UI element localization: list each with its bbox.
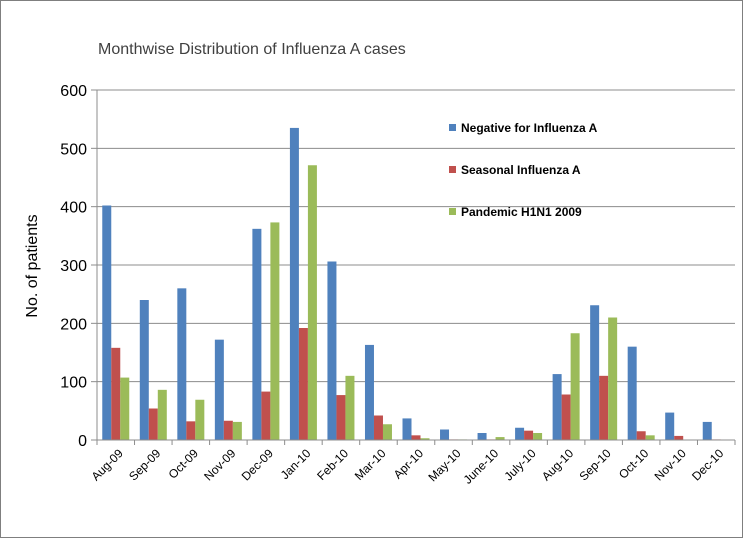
bar-1 [327, 261, 337, 440]
bar-3 [382, 424, 392, 440]
bar-2 [373, 415, 383, 440]
bar-2 [261, 391, 271, 440]
bar-1 [177, 288, 187, 440]
bar-1 [440, 429, 450, 440]
x-tick-label: Aug-09 [89, 446, 126, 483]
legend-label-2: Seasonal Influenza A [461, 163, 581, 177]
y-tick-label: 100 [60, 375, 87, 392]
bar-3 [495, 437, 505, 440]
bar-3 [345, 375, 355, 440]
bar-3 [420, 438, 430, 440]
bar-2 [524, 430, 534, 440]
legend-label-3: Pandemic H1N1 2009 [461, 205, 582, 219]
x-tick-label: Dec-09 [239, 446, 276, 483]
bar-1 [515, 427, 525, 440]
x-tick-label: Oct-09 [166, 446, 202, 482]
bar-1 [590, 305, 600, 440]
x-tick-label: Nov-09 [201, 446, 238, 483]
bar-2 [186, 421, 196, 440]
bar-3 [645, 435, 655, 440]
bar-2 [636, 431, 646, 440]
x-tick-label: Sep-10 [577, 446, 614, 483]
x-tick-labels: Aug-09 Sep-09 Oct-09 Nov-09 Dec-09 Jan-10 Feb-… [89, 446, 727, 487]
bar-3 [570, 333, 580, 440]
bar-2 [148, 408, 158, 440]
bars [102, 127, 721, 441]
x-tick-label: July-10 [501, 446, 538, 483]
bar-3 [195, 399, 205, 440]
x-tick-label: Mar-10 [352, 446, 389, 483]
bar-1 [552, 374, 562, 440]
legend-swatch-1 [449, 124, 456, 131]
x-tick-label: Dec-10 [689, 446, 726, 483]
x-tick-label: June-10 [461, 446, 502, 487]
bar-1 [102, 205, 112, 440]
y-tick-label: 600 [60, 83, 87, 100]
bar-3 [232, 421, 242, 440]
y-axis-label: No. of patients [24, 214, 41, 317]
x-tick-label: May-10 [425, 446, 463, 484]
legend-swatch-3 [449, 208, 456, 215]
x-tick-label: Aug-10 [539, 446, 576, 483]
bar-2 [336, 395, 346, 440]
x-tick-label: Feb-10 [314, 446, 351, 483]
bar-2 [674, 435, 684, 440]
legend-swatch-2 [449, 166, 456, 173]
bar-3 [120, 377, 130, 440]
x-tick-label: Oct-10 [616, 446, 652, 482]
y-tick-label: 300 [60, 258, 87, 275]
chart-title: Monthwise Distribution of Influenza A ca… [98, 41, 406, 58]
y-tick-label: 400 [60, 200, 87, 217]
bar-1 [665, 412, 675, 440]
bar-1 [139, 300, 149, 440]
bar-2 [411, 435, 421, 440]
bar-1 [477, 433, 487, 440]
legend: Negative for Influenza A Seasonal Influen… [449, 121, 598, 219]
x-tick-label: Apr-10 [391, 446, 427, 482]
bar-1 [402, 418, 412, 440]
bar-1 [364, 344, 374, 440]
y-tick-label: 200 [60, 316, 87, 333]
y-tick-label: 500 [60, 141, 87, 158]
x-tick-label: Jan-10 [278, 446, 314, 482]
axes [96, 90, 736, 445]
bar-1 [289, 127, 299, 441]
gridlines [91, 89, 735, 441]
bar-3 [608, 317, 618, 440]
bar-1 [702, 421, 712, 440]
bar-3 [270, 222, 280, 440]
bar-1 [214, 339, 224, 440]
bar-2 [561, 394, 571, 440]
legend-label-1: Negative for Influenza A [461, 121, 598, 135]
x-tick-label: Sep-09 [126, 446, 163, 483]
bar-3 [533, 433, 543, 440]
bar-2 [599, 375, 609, 440]
bar-2 [111, 347, 121, 440]
bar-2 [223, 420, 233, 440]
y-tick-label: 0 [78, 433, 87, 450]
x-tick-label: Nov-10 [652, 446, 689, 483]
bar-1 [627, 346, 637, 440]
bar-1 [252, 228, 262, 440]
bar-2 [298, 328, 308, 440]
bar-3 [157, 389, 167, 440]
bar-3 [307, 165, 317, 440]
y-tick-labels: 0 100 200 300 400 500 600 [60, 83, 87, 450]
